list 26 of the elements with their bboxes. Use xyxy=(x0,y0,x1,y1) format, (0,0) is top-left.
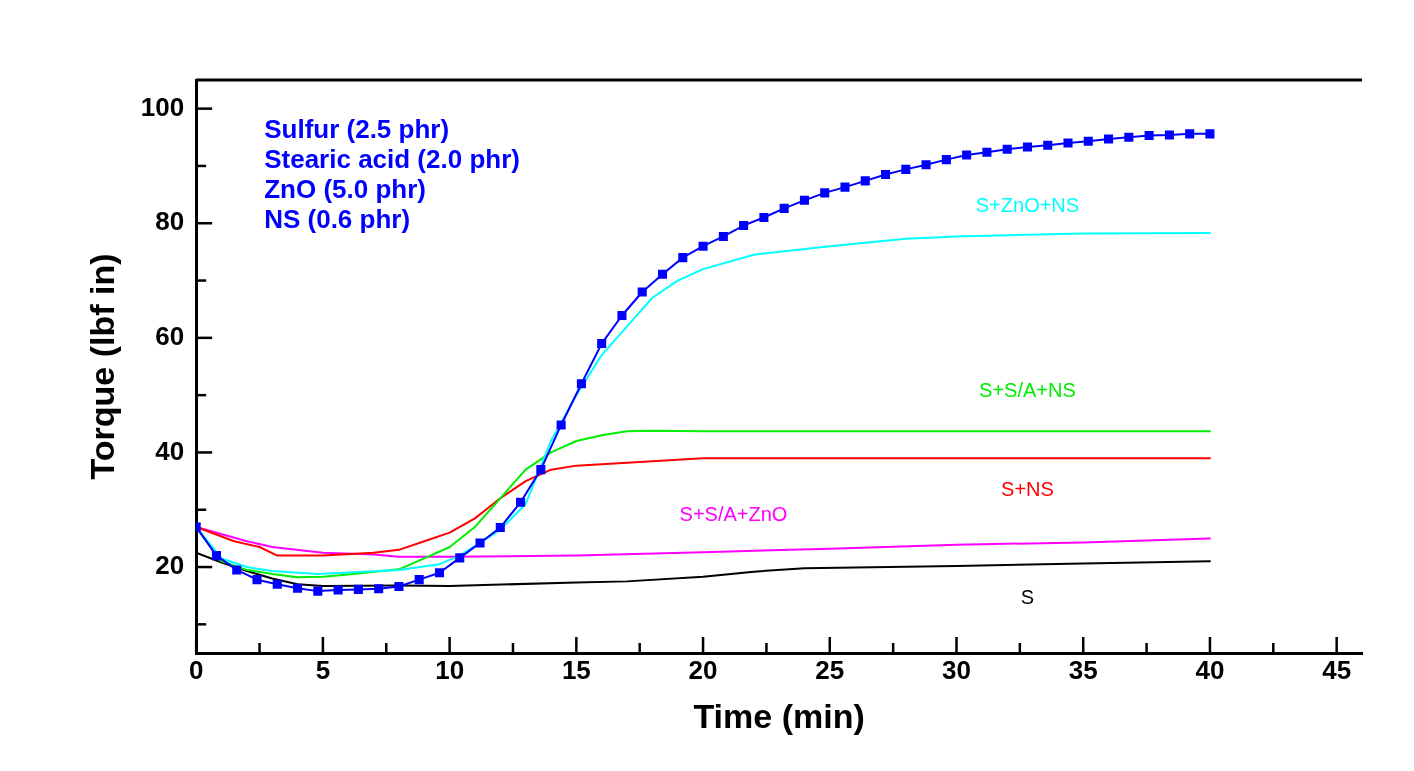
x-tick-label: 35 xyxy=(1068,654,1098,685)
x-tick-label: 15 xyxy=(561,654,591,685)
annotation: NS (0.6 phr) xyxy=(264,204,411,235)
y-tick-label: 80 xyxy=(155,206,185,237)
series-label: S+S/A+NS xyxy=(979,378,1076,401)
y-axis-title: Torque (lbf in) xyxy=(82,253,121,480)
x-tick-label: 45 xyxy=(1322,654,1352,685)
y-tick-label: 40 xyxy=(155,435,185,466)
series-label: S xyxy=(1020,586,1035,609)
y-tick-label: 60 xyxy=(155,321,185,352)
series-label: S+NS xyxy=(1001,477,1054,500)
x-tick-label: 0 xyxy=(188,654,204,685)
series-label: S+S/A+ZnO xyxy=(679,502,788,525)
x-tick-label: 10 xyxy=(435,654,465,685)
series-label: S+ZnO+NS xyxy=(975,194,1080,217)
x-tick-label: 30 xyxy=(942,654,971,685)
y-tick-label: 20 xyxy=(155,550,185,581)
x-axis-title: Time (min) xyxy=(693,696,865,735)
annotation: Sulfur (2.5 phr) xyxy=(264,114,450,145)
annotation: ZnO (5.0 phr) xyxy=(264,174,426,205)
y-tick-label: 100 xyxy=(140,91,185,122)
x-tick-label: 5 xyxy=(315,654,331,685)
annotation: Stearic acid (2.0 phr) xyxy=(264,144,520,175)
x-tick-label: 40 xyxy=(1195,654,1225,685)
x-tick-label: 25 xyxy=(815,654,845,685)
x-tick-label: 20 xyxy=(688,654,718,685)
